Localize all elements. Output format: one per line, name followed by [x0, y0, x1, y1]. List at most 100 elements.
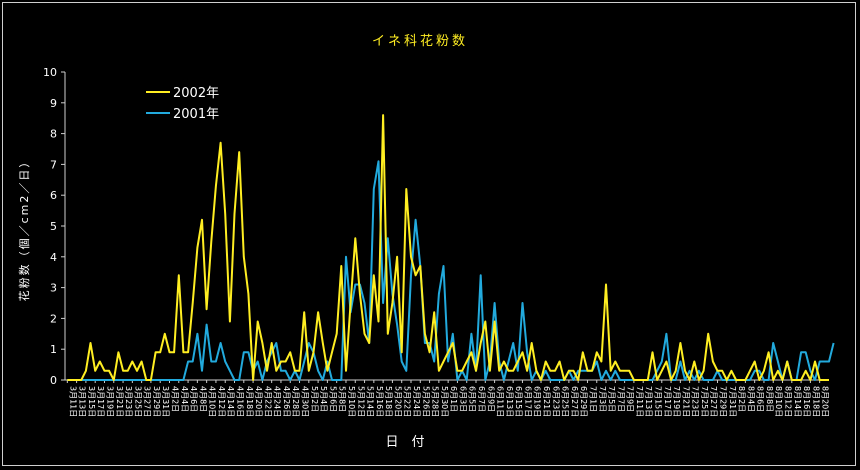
- x-tick-label: 6月27日: [570, 386, 579, 417]
- x-tick-label: 5月2日: [310, 386, 319, 412]
- x-tick-label: 5月30日: [440, 386, 449, 417]
- x-tick-label: 4月12日: [217, 386, 226, 417]
- x-tick-label: 5月18日: [384, 386, 393, 417]
- x-tick-label: 8月2日: [737, 386, 746, 412]
- x-tick-label: 7月29日: [719, 386, 728, 417]
- x-tick-label: 6月11日: [496, 386, 505, 417]
- x-tick-label: 7月27日: [709, 386, 718, 417]
- x-tick-label: 4月16日: [236, 386, 245, 417]
- x-tick-label: 7月3日: [598, 386, 607, 412]
- x-tick-label: 3月29日: [152, 386, 161, 417]
- x-tick-label: 8月6日: [756, 386, 765, 412]
- x-tick-label: 6月17日: [523, 386, 532, 417]
- y-tick-label: 7: [50, 158, 57, 171]
- x-tick-label: 5月24日: [412, 386, 421, 417]
- x-tick-label: 4月22日: [263, 386, 272, 417]
- x-tick-label: 5月10日: [347, 386, 356, 417]
- chart-title: イネ科花粉数: [372, 33, 468, 49]
- x-tick-label: 8月20日: [821, 386, 830, 417]
- x-tick-label: 7月5日: [607, 386, 616, 412]
- x-tick-label: 6月7日: [477, 386, 486, 412]
- x-tick-label: 4月20日: [254, 386, 263, 417]
- y-tick-label: 9: [50, 97, 57, 110]
- x-tick-label: 6月23日: [551, 386, 560, 417]
- x-tick-label: 4月24日: [273, 386, 282, 417]
- x-tick-label: 4月4日: [180, 386, 189, 412]
- x-tick-label: 4月2日: [170, 386, 179, 412]
- x-tick-label: 8月16日: [802, 386, 811, 417]
- x-tick-label: 7月17日: [663, 386, 672, 417]
- x-tick-label: 3月31日: [161, 386, 170, 417]
- x-tick-label: 3月13日: [78, 386, 87, 417]
- x-tick-label: 6月19日: [533, 386, 542, 417]
- legend: 2002年 2001年: [139, 81, 223, 125]
- x-tick-label: 7月13日: [644, 386, 653, 417]
- x-tick-label: 7月7日: [616, 386, 625, 412]
- x-tick-label: 5月6日: [328, 386, 337, 412]
- x-tick-label: 7月9日: [626, 386, 635, 412]
- x-tick-label: 7月11日: [635, 386, 644, 417]
- x-tick-label: 6月15日: [514, 386, 523, 417]
- x-axis-title: 日 付: [385, 435, 424, 450]
- x-tick-label: 4月8日: [198, 386, 207, 412]
- x-tick-label: 5月14日: [366, 386, 375, 417]
- x-tick-label: 5月12日: [356, 386, 365, 417]
- x-tick-label: 6月13日: [505, 386, 514, 417]
- x-tick-label: 7月1日: [588, 386, 597, 412]
- x-tick-label: 4月30日: [301, 386, 310, 417]
- x-tick-label: 3月15日: [87, 386, 96, 417]
- x-tick-label: 5月8日: [338, 386, 347, 412]
- x-tick-label: 7月31日: [728, 386, 737, 417]
- legend-label-2001: 2001年: [173, 107, 219, 122]
- x-tick-label: 4月10日: [208, 386, 217, 417]
- x-tick-label: 5月26日: [421, 386, 430, 417]
- x-tick-label: 6月5日: [468, 386, 477, 412]
- legend-box: [139, 81, 223, 125]
- y-tick-label: 8: [50, 128, 57, 141]
- x-tick-label: 6月9日: [486, 386, 495, 412]
- legend-label-2002: 2002年: [173, 86, 219, 101]
- x-tick-label: 4月6日: [189, 386, 198, 412]
- x-tick-label: 8月8日: [765, 386, 774, 412]
- x-tick-label: 7月23日: [691, 386, 700, 417]
- x-tick-label: 5月28日: [431, 386, 440, 417]
- x-tick-label: 8月14日: [793, 386, 802, 417]
- x-tick-label: 4月18日: [245, 386, 254, 417]
- y-tick-label: 1: [50, 343, 57, 356]
- x-tick-label: 7月25日: [700, 386, 709, 417]
- x-tick-label: 5月22日: [403, 386, 412, 417]
- x-tick-label: 8月18日: [811, 386, 820, 417]
- x-tick-label: 7月21日: [681, 386, 690, 417]
- x-tick-label: 6月21日: [542, 386, 551, 417]
- x-tick-label: 7月15日: [653, 386, 662, 417]
- x-tick-label: 5月16日: [375, 386, 384, 417]
- x-tick-label: 3月11日: [68, 386, 77, 417]
- y-tick-label: 0: [50, 374, 57, 387]
- y-tick-label: 4: [50, 251, 57, 264]
- x-tick-label: 4月28日: [291, 386, 300, 417]
- x-tick-label: 8月4日: [746, 386, 755, 412]
- x-tick-label: 6月1日: [449, 386, 458, 412]
- y-tick-label: 2: [50, 312, 57, 325]
- y-axis-title: 花粉数（個／cm2／日）: [18, 155, 31, 302]
- x-tick-label: 3月19日: [105, 386, 114, 417]
- x-tick-label: 4月26日: [282, 386, 291, 417]
- x-tick-label: 6月25日: [561, 386, 570, 417]
- y-tick-label: 5: [50, 220, 57, 233]
- y-tick-label: 10: [43, 66, 57, 79]
- x-tick-label: 6月3日: [458, 386, 467, 412]
- x-tick-label: 4月14日: [226, 386, 235, 417]
- x-tick-label: 3月21日: [115, 386, 124, 417]
- x-tick-label: 5月20日: [393, 386, 402, 417]
- x-tick-label: 7月19日: [672, 386, 681, 417]
- x-tick-label: 6月29日: [579, 386, 588, 417]
- x-tick-label: 5月4日: [319, 386, 328, 412]
- y-tick-label: 6: [50, 189, 57, 202]
- y-tick-label: 3: [50, 282, 57, 295]
- x-tick-label: 3月17日: [96, 386, 105, 417]
- x-tick-label: 3月27日: [143, 386, 152, 417]
- x-tick-label: 3月25日: [133, 386, 142, 417]
- x-tick-label: 3月23日: [124, 386, 133, 417]
